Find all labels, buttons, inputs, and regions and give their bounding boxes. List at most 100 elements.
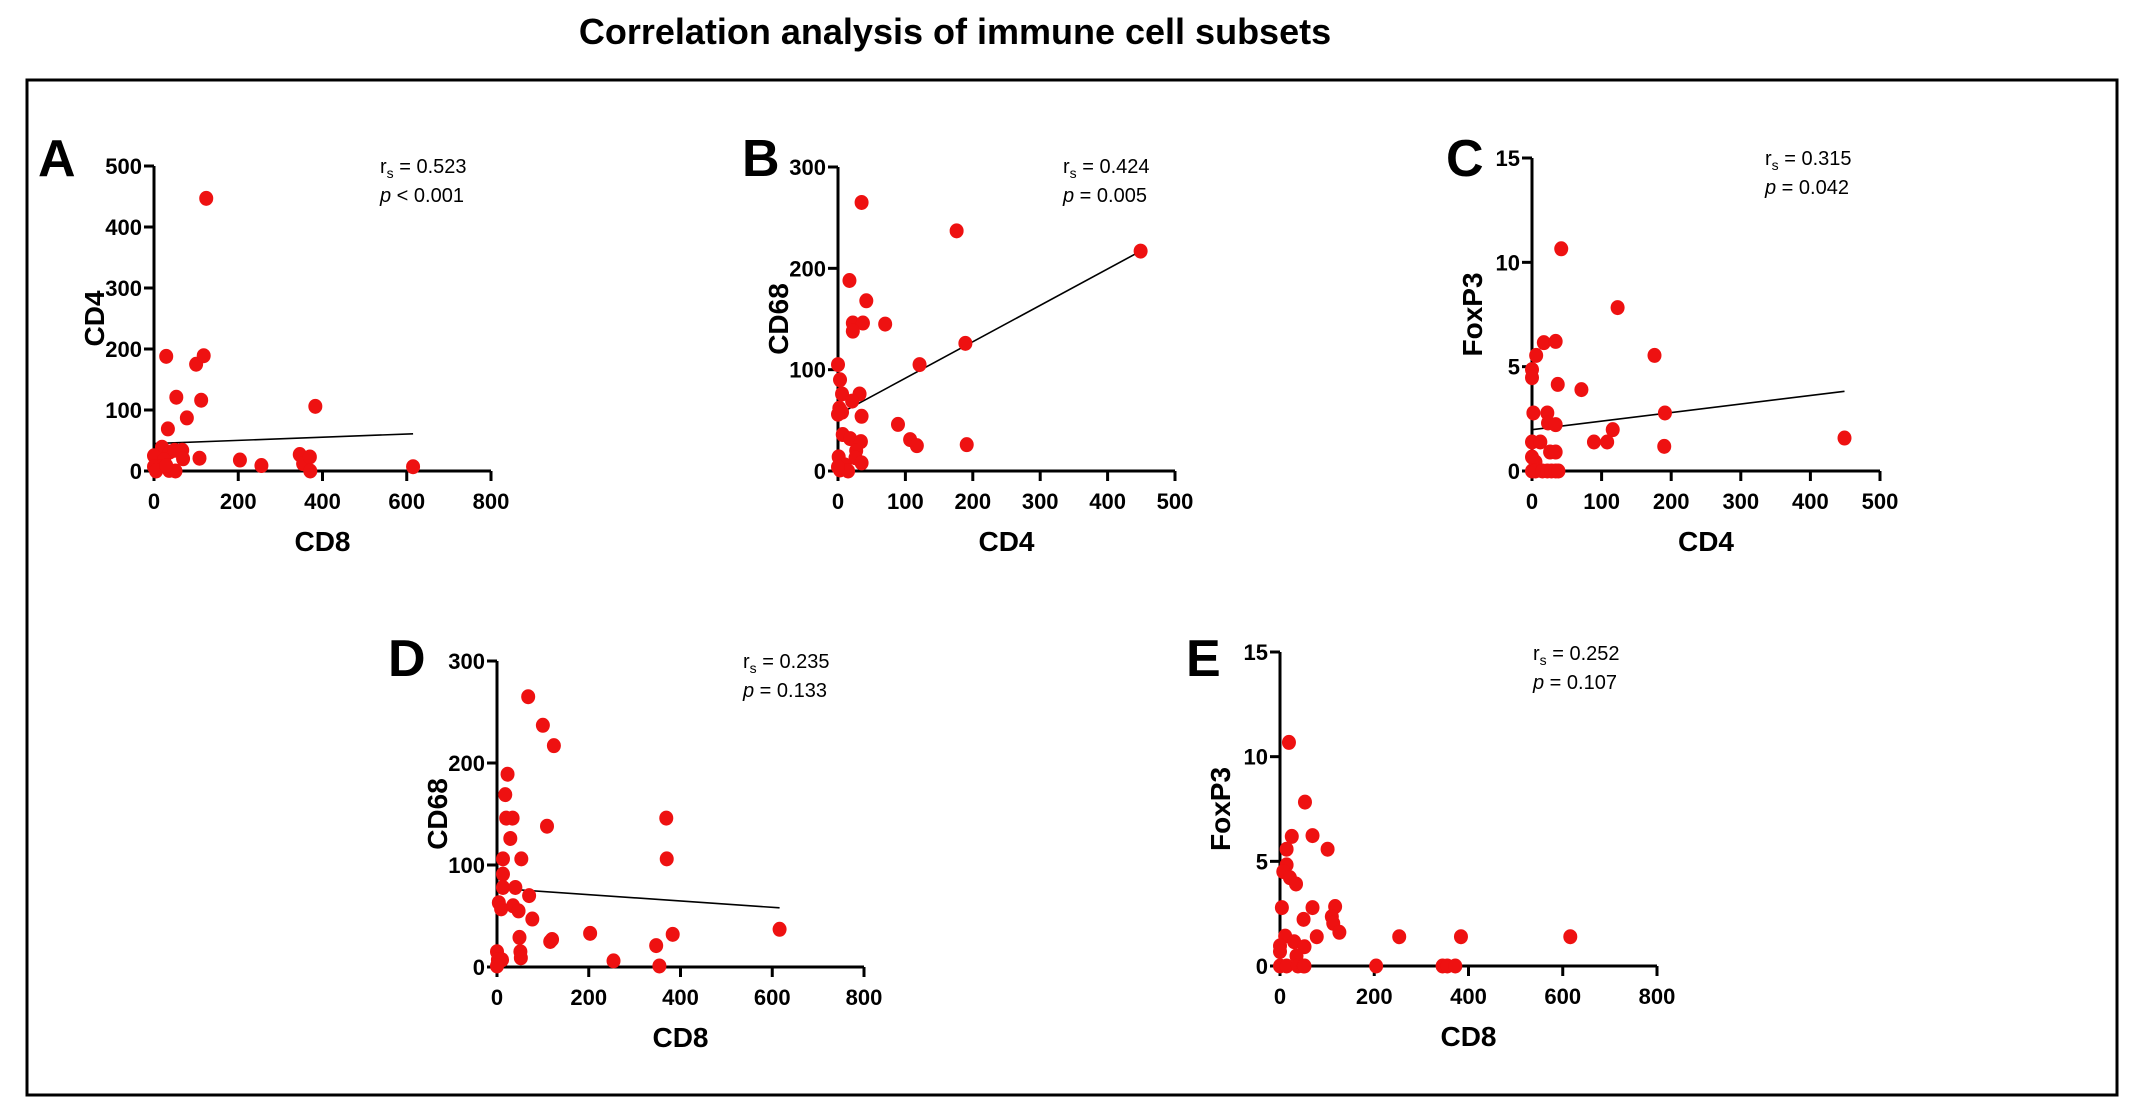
data-point xyxy=(1297,794,1312,810)
data-point xyxy=(503,830,518,846)
data-point xyxy=(909,438,924,454)
x-axis-label: CD8 xyxy=(652,1022,708,1053)
data-point xyxy=(772,921,787,937)
panel-d: D 0 200 400 600 800 0 100 200 300 CD8 CD68 rs = 0.23… xyxy=(388,630,882,1053)
p-symbol: p xyxy=(1764,177,1776,199)
regression-line xyxy=(845,250,1142,411)
data-point xyxy=(1284,828,1299,844)
data-point xyxy=(199,190,214,206)
y-tick-label: 0 xyxy=(1508,459,1520,484)
x-tick-label: 800 xyxy=(846,985,883,1010)
data-point xyxy=(498,787,513,803)
p-value-label: p = 0.005 xyxy=(1062,185,1147,207)
x-tick-label: 800 xyxy=(1639,984,1676,1009)
x-tick-label: 500 xyxy=(1157,489,1194,514)
data-point xyxy=(308,398,323,414)
data-point xyxy=(1289,876,1304,892)
data-point xyxy=(176,451,191,467)
data-point xyxy=(500,766,515,782)
data-point xyxy=(490,958,504,974)
data-point xyxy=(1551,463,1566,479)
x-tick-label: 0 xyxy=(832,489,844,514)
x-tick-label: 600 xyxy=(754,985,791,1010)
p-value: = 0.133 xyxy=(754,680,827,702)
x-tick-label: 800 xyxy=(473,489,510,514)
data-point xyxy=(845,323,860,339)
data-point xyxy=(1281,734,1296,750)
regression-line xyxy=(153,432,414,445)
panel-c: C 0 100 200 300 400 500 0 5 10 15 CD4 FoxP3 rs = 0.31… xyxy=(1446,130,1898,557)
data-point xyxy=(494,901,509,917)
data-point xyxy=(1525,370,1539,386)
data-point xyxy=(1305,828,1320,844)
r-value: = 0.315 xyxy=(1779,148,1852,170)
y-axis-label: CD68 xyxy=(422,778,453,850)
data-point xyxy=(583,925,598,941)
panel-letter: E xyxy=(1186,630,1221,688)
y-axis-label: FoxP3 xyxy=(1205,767,1236,851)
data-point xyxy=(649,938,664,954)
r-subscript: s xyxy=(1070,165,1077,181)
x-tick-label: 400 xyxy=(1450,984,1487,1009)
r-symbol: r xyxy=(743,651,750,673)
data-point xyxy=(959,437,974,453)
r-subscript: s xyxy=(387,165,394,181)
r-symbol: r xyxy=(1533,643,1540,665)
data-point xyxy=(606,953,621,969)
x-tick-label: 200 xyxy=(570,985,607,1010)
r-value: = 0.523 xyxy=(394,156,467,178)
data-point xyxy=(1526,405,1541,421)
data-point xyxy=(1605,422,1620,438)
data-point xyxy=(196,348,211,364)
data-point xyxy=(508,879,523,895)
panel-letter: C xyxy=(1446,130,1484,188)
y-tick-label: 300 xyxy=(789,155,826,180)
data-point xyxy=(859,293,874,309)
x-axis-label: CD8 xyxy=(1440,1021,1496,1052)
spearman-r-label: rs = 0.235 xyxy=(743,651,830,676)
data-point xyxy=(1297,958,1312,974)
data-point xyxy=(194,392,209,408)
data-point xyxy=(159,348,174,364)
data-point xyxy=(521,689,536,705)
data-point xyxy=(831,459,845,475)
data-point xyxy=(854,408,869,424)
x-tick-label: 200 xyxy=(220,489,257,514)
x-tick-label: 200 xyxy=(1653,489,1690,514)
panel-b: B 0 100 200 300 400 500 0 100 200 300 CD4 CD68 rs = 0… xyxy=(742,130,1193,557)
data-point xyxy=(514,851,529,867)
x-tick-label: 100 xyxy=(1583,489,1620,514)
data-point xyxy=(1536,335,1551,351)
y-tick-label: 10 xyxy=(1244,745,1268,770)
x-tick-label: 0 xyxy=(491,985,503,1010)
data-point xyxy=(659,810,674,826)
data-point xyxy=(1600,434,1615,450)
data-point xyxy=(1296,911,1311,927)
panel-letter: B xyxy=(742,130,780,188)
data-point xyxy=(511,903,526,919)
data-point xyxy=(1548,417,1563,433)
spearman-r-label: rs = 0.315 xyxy=(1765,148,1852,173)
data-point xyxy=(1392,929,1407,945)
x-tick-label: 200 xyxy=(1356,984,1393,1009)
r-symbol: r xyxy=(1063,156,1070,178)
data-point xyxy=(843,431,858,447)
data-point xyxy=(833,372,848,388)
data-point xyxy=(890,416,905,432)
data-point xyxy=(1647,347,1662,363)
data-point xyxy=(958,335,973,351)
y-tick-label: 300 xyxy=(448,649,485,674)
y-tick-label: 5 xyxy=(1508,355,1520,380)
data-point xyxy=(1529,347,1544,363)
data-point xyxy=(1563,929,1578,945)
data-point xyxy=(179,410,194,426)
data-point xyxy=(842,272,857,288)
data-point xyxy=(540,818,555,834)
p-value-label: p = 0.107 xyxy=(1532,672,1617,694)
x-tick-label: 300 xyxy=(1022,489,1059,514)
data-point xyxy=(831,406,845,422)
y-tick-label: 200 xyxy=(105,337,142,362)
data-point xyxy=(535,717,550,733)
y-tick-label: 0 xyxy=(814,459,826,484)
x-tick-label: 400 xyxy=(304,489,341,514)
